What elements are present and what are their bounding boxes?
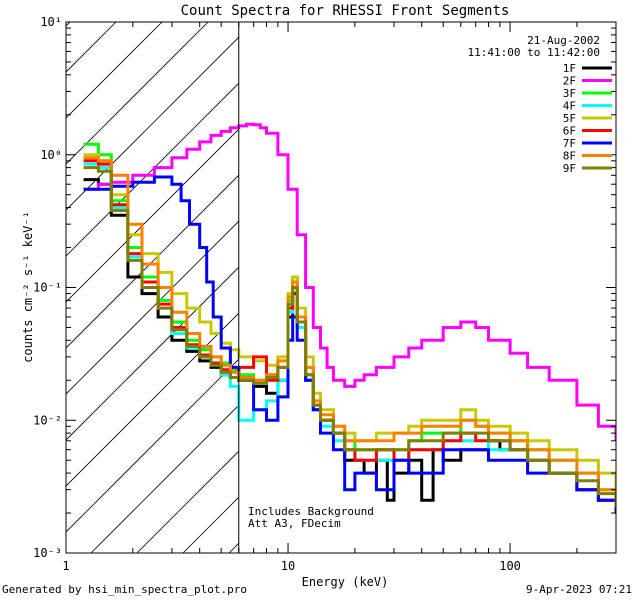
x-tick-label: 1 xyxy=(62,559,69,573)
hatch-line xyxy=(66,82,239,257)
y-tick-label: 10⁻² xyxy=(33,413,62,427)
legend-label-9F: 9F xyxy=(563,162,576,175)
hatch-line xyxy=(66,22,163,119)
annotation-line-2: Att A3, FDecim xyxy=(248,517,341,530)
legend-label-2F: 2F xyxy=(563,75,576,88)
x-tick-label: 100 xyxy=(499,559,521,573)
x-axis: 1 10 100 xyxy=(62,22,617,573)
series-1F xyxy=(83,178,616,513)
footer-timestamp: 9-Apr-2023 07:21 xyxy=(526,583,632,596)
legend-label-5F: 5F xyxy=(563,112,576,125)
hatch-line xyxy=(66,174,239,349)
hatch-line xyxy=(412,0,640,600)
series-5F xyxy=(83,153,616,490)
hatch-line xyxy=(182,496,239,553)
annotation-line-1: Includes Background xyxy=(248,505,374,518)
legend-label-7F: 7F xyxy=(563,137,576,150)
legend-label-3F: 3F xyxy=(563,87,576,100)
series-layer xyxy=(83,122,616,513)
y-tick-label: 10¹ xyxy=(40,15,62,29)
y-tick-label: 10⁻¹ xyxy=(33,281,62,295)
series-2F xyxy=(83,122,616,441)
hatch-line xyxy=(136,450,239,553)
y-tick-label: 10⁻³ xyxy=(33,546,62,560)
legend-label-8F: 8F xyxy=(563,150,576,163)
y-axis-label: counts cm⁻² s⁻¹ keV⁻¹ xyxy=(21,211,35,363)
chart-title: Count Spectra for RHESSI Front Segments xyxy=(181,3,510,19)
footer-generator: Generated by hsi_min_spectra_plot.pro xyxy=(2,583,248,596)
hatch-line xyxy=(66,266,239,441)
x-tick-label: 10 xyxy=(281,559,295,573)
series-3F xyxy=(83,142,616,501)
hatch-line xyxy=(66,358,239,533)
series-9F xyxy=(83,166,616,508)
y-tick-label: 10⁰ xyxy=(40,148,62,162)
hatch-line xyxy=(596,0,640,600)
hatch-line xyxy=(66,22,209,165)
hatch-line xyxy=(90,404,239,553)
legend-label-1F: 1F xyxy=(563,62,576,75)
hatch-line xyxy=(366,0,640,600)
legend-date: 21-Aug-2002 xyxy=(527,34,600,47)
hatch-line xyxy=(66,36,239,211)
y-axis: 10⁻³ 10⁻² 10⁻¹ 10⁰ 10¹ xyxy=(33,15,616,560)
x-axis-label: Energy (keV) xyxy=(302,575,389,589)
legend-label-6F: 6F xyxy=(563,125,576,138)
legend-label-4F: 4F xyxy=(563,100,576,113)
hatch-line xyxy=(66,22,71,27)
series-7F xyxy=(83,175,616,513)
legend-time-range: 11:41:00 to 11:42:00 xyxy=(468,46,600,59)
